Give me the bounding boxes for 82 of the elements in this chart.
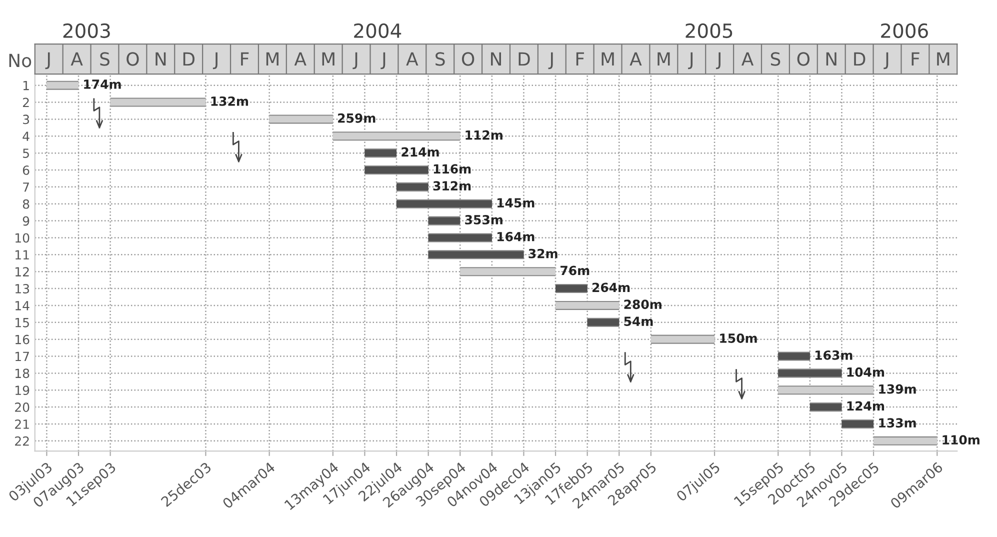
y-tick-label: 21 bbox=[15, 419, 29, 429]
category-label: A bbox=[406, 52, 418, 66]
annotation: 259m bbox=[338, 113, 376, 123]
category-label: A bbox=[294, 52, 306, 66]
annotation: 174m bbox=[84, 80, 121, 89]
category-label: D bbox=[183, 52, 194, 66]
category-label: D bbox=[518, 52, 530, 66]
annotation: 150m bbox=[720, 334, 757, 343]
annotation: 214m bbox=[402, 147, 439, 157]
y-tick-label: 20 bbox=[15, 402, 30, 412]
annotation: 124m bbox=[847, 401, 884, 411]
category-label: J bbox=[45, 52, 50, 70]
category-label: J bbox=[884, 52, 888, 70]
category-label: A bbox=[741, 52, 754, 66]
y-tick-label: 14 bbox=[16, 301, 30, 310]
category-label: M bbox=[658, 52, 670, 66]
y-tick-label: 22 bbox=[15, 436, 29, 446]
annotation: 280m bbox=[624, 300, 662, 310]
annotation: 132m bbox=[211, 96, 248, 106]
category-label: M bbox=[322, 52, 334, 66]
category-label: M bbox=[937, 52, 950, 66]
category-label: S bbox=[100, 52, 110, 66]
annotation: 139m bbox=[879, 384, 916, 394]
y-tick-label: 8 bbox=[22, 199, 30, 209]
annotation: 164m bbox=[497, 232, 534, 242]
y-tick-label: 16 bbox=[16, 334, 30, 344]
annotation: 264m bbox=[592, 282, 630, 292]
y-tick-label: 9 bbox=[22, 216, 30, 226]
y-tick-label: 1 bbox=[23, 80, 29, 90]
category-label: O bbox=[462, 52, 474, 66]
category-label: F bbox=[241, 52, 249, 66]
x2-tick-label: 2003 bbox=[63, 23, 110, 38]
annotation: 76m bbox=[560, 266, 590, 276]
annotation: 104m bbox=[847, 367, 884, 377]
annotation: 312m bbox=[433, 181, 471, 191]
annotation: 54m bbox=[624, 316, 653, 326]
annotation: 145m bbox=[497, 198, 534, 208]
annotation: 110m bbox=[942, 435, 980, 445]
category-label: S bbox=[770, 52, 780, 66]
category-label: M bbox=[266, 52, 278, 66]
category-label: D bbox=[854, 52, 866, 66]
x2-tick-label: 2005 bbox=[686, 23, 732, 38]
category-label: J bbox=[548, 52, 553, 70]
text: No bbox=[9, 54, 32, 68]
category-label: O bbox=[797, 52, 810, 66]
category-label: F bbox=[576, 52, 584, 66]
category-label: M bbox=[602, 52, 614, 66]
category-label: J bbox=[716, 52, 720, 70]
category-label: N bbox=[491, 52, 501, 66]
y-tick-label: 18 bbox=[16, 368, 30, 378]
y-tick-label: 4 bbox=[22, 132, 30, 141]
y-tick-label: 19 bbox=[16, 386, 30, 396]
y-tick-label: 12 bbox=[16, 267, 29, 276]
y-tick-label: 2 bbox=[22, 98, 29, 108]
category-label: A bbox=[70, 52, 83, 66]
annotation: 133m bbox=[879, 418, 916, 428]
annotation: 32m bbox=[528, 248, 558, 258]
y-tick-label: 13 bbox=[16, 284, 30, 294]
category-label: S bbox=[436, 52, 445, 66]
y-tick-label: 3 bbox=[23, 114, 30, 124]
category-label: N bbox=[156, 52, 166, 66]
y-tick-label: 6 bbox=[22, 165, 30, 175]
category-label: N bbox=[826, 52, 836, 66]
category-label: A bbox=[630, 52, 642, 66]
x2-tick-label: 2004 bbox=[354, 23, 402, 38]
annotation: 116m bbox=[434, 164, 471, 174]
y-tick-label: 5 bbox=[23, 148, 29, 158]
annotation: 112m bbox=[466, 130, 502, 140]
category-label: J bbox=[212, 52, 218, 70]
x2-tick-label: 2006 bbox=[881, 23, 928, 38]
category-label: J bbox=[688, 52, 693, 70]
category-label: J bbox=[380, 52, 386, 70]
category-label: O bbox=[126, 52, 139, 66]
y-tick-label: 17 bbox=[16, 352, 29, 362]
y-tick-label: 15 bbox=[16, 318, 29, 328]
category-label: F bbox=[912, 52, 920, 66]
y-tick-label: 10 bbox=[16, 233, 30, 243]
annotation: 353m bbox=[465, 214, 502, 224]
y-tick-label: 7 bbox=[23, 182, 29, 192]
category-label: J bbox=[352, 52, 358, 70]
annotation: 163m bbox=[816, 350, 852, 360]
y-tick-label: 11 bbox=[16, 250, 29, 260]
